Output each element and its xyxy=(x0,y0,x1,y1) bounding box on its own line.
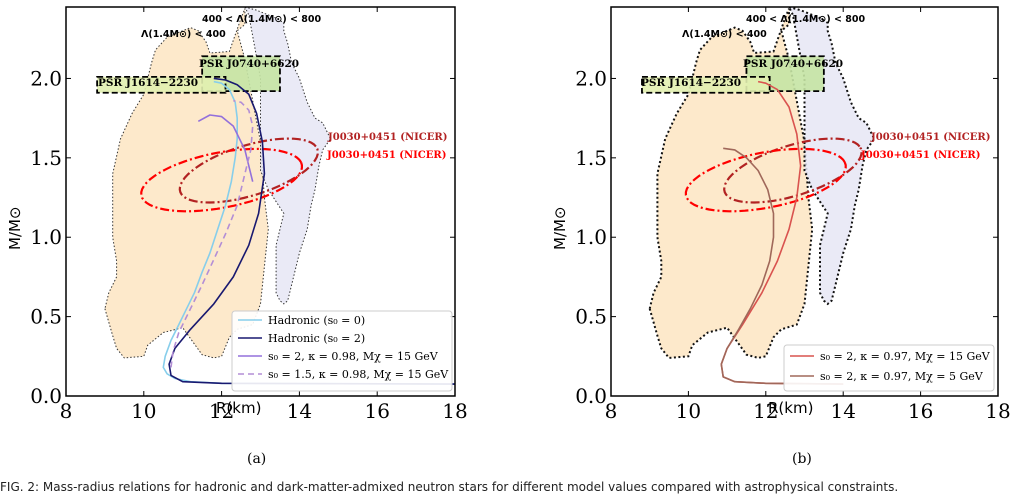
y-axis-title: M/M⊙ xyxy=(6,206,24,250)
legend: Hadronic (s₀ = 0) Hadronic (s₀ = 2) s₀ =… xyxy=(231,310,453,392)
x-tick-label: 12 xyxy=(753,399,778,423)
legend-box xyxy=(231,310,453,392)
axis-ticks: 8 10 12 14 16 18 0.0 0.5 1.0 1.5 2.0 xyxy=(575,7,1011,423)
mass-radius-curves xyxy=(162,77,455,385)
x-tick-label: 14 xyxy=(830,399,855,423)
x-tick-label: 16 xyxy=(908,399,933,423)
psr-label-j1614: PSR J1614−2230 xyxy=(641,77,741,89)
psr-constraints xyxy=(96,55,281,94)
x-axis-title: R(km) xyxy=(216,399,261,417)
plot-frame xyxy=(65,6,456,397)
psr-label-j0740: PSR J0740+6620 xyxy=(199,58,299,70)
y-tick-label: 0.0 xyxy=(575,384,607,408)
nicer-contour xyxy=(684,147,847,213)
panel-label-b: (b) xyxy=(792,451,812,467)
y-tick-label: 0.5 xyxy=(30,305,62,329)
nicer-contour xyxy=(178,137,320,204)
region-label-lambda-low: Λ(1.4M⊙) < 400 xyxy=(141,29,226,40)
x-tick-label: 16 xyxy=(364,399,389,423)
mass-radius-curve xyxy=(197,114,254,182)
psr-label-j1614: PSR J1614−2230 xyxy=(98,77,198,89)
y-tick-label: 0.0 xyxy=(30,384,62,408)
mass-radius-curves xyxy=(720,80,844,385)
panel-b: 8 10 12 14 16 18 0.0 0.5 1.0 1.5 2.0 Λ(1.4M⊙) < 40… xyxy=(551,6,1011,467)
mass-radius-curve xyxy=(168,77,455,385)
x-tick-label: 10 xyxy=(676,399,701,423)
nicer-label-2: J0030+0451 (NICER) xyxy=(326,150,446,161)
x-tick-label: 10 xyxy=(131,399,156,423)
legend-entry: Hadronic (s₀ = 2) xyxy=(268,332,365,345)
panel-a: 8 10 12 14 16 18 0.0 0.5 1.0 1.5 2.0 Λ(1.4M⊙) < 40… xyxy=(6,6,468,467)
nicer-label-1: J0030+0451 (NICER) xyxy=(327,132,447,143)
y-tick-label: 1.0 xyxy=(575,225,607,249)
nicer-contours xyxy=(684,137,863,213)
mass-radius-curve xyxy=(170,99,254,368)
x-tick-label: 18 xyxy=(442,399,467,423)
psr-label-j0740: PSR J0740+6620 xyxy=(743,58,843,70)
nicer-label-1: J0030+0451 (NICER) xyxy=(870,132,990,143)
y-tick-label: 0.5 xyxy=(575,305,607,329)
psr-box xyxy=(96,75,227,94)
x-tick-label: 8 xyxy=(605,399,618,423)
x-tick-label: 18 xyxy=(985,399,1010,423)
mass-radius-curve xyxy=(162,80,455,385)
y-tick-label: 2.0 xyxy=(30,66,62,90)
nicer-label-2: J0030+0451 (NICER) xyxy=(860,150,980,161)
region-label-lambda-mid: 400 < Λ(1.4M⊙) < 800 xyxy=(202,14,321,25)
y-tick-label: 1.5 xyxy=(575,146,607,170)
axis-ticks: 8 10 12 14 16 18 0.0 0.5 1.0 1.5 2.0 xyxy=(30,7,468,423)
legend-entry: Hadronic (s₀ = 0) xyxy=(268,314,365,327)
legend-entry: s₀ = 2, κ = 0.97, Mχ = 5 GeV xyxy=(820,370,984,383)
y-axis-title: M/M⊙ xyxy=(551,206,569,250)
nicer-contour xyxy=(723,137,863,204)
plot-frame xyxy=(610,6,999,397)
x-tick-label: 8 xyxy=(60,399,73,423)
psr-box xyxy=(745,55,825,93)
legend-entry: s₀ = 2, κ = 0.98, Mχ = 15 GeV xyxy=(268,350,439,363)
legend-entry: s₀ = 1.5, κ = 0.98, Mχ = 15 GeV xyxy=(268,368,449,381)
x-tick-label: 14 xyxy=(287,399,312,423)
mass-radius-curve xyxy=(720,147,844,385)
figure-caption: FIG. 2: Mass-radius relations for hadron… xyxy=(0,480,899,494)
legend: s₀ = 2, κ = 0.97, Mχ = 15 GeV s₀ = 2, κ … xyxy=(783,344,995,392)
y-tick-label: 1.5 xyxy=(30,146,62,170)
region-label-lambda-mid: 400 < Λ(1.4M⊙) < 800 xyxy=(746,14,865,25)
constraint-region xyxy=(104,8,269,359)
legend-entry: s₀ = 2, κ = 0.97, Mχ = 15 GeV xyxy=(820,350,991,363)
x-axis-title: R(km) xyxy=(768,399,813,417)
constraint-region xyxy=(648,8,814,359)
region-label-lambda-low: Λ(1.4M⊙) < 400 xyxy=(682,29,767,40)
psr-constraints xyxy=(641,55,825,94)
y-tick-label: 2.0 xyxy=(575,66,607,90)
x-tick-label: 12 xyxy=(209,399,234,423)
y-tick-label: 1.0 xyxy=(30,225,62,249)
panel-label-a: (a) xyxy=(247,451,266,467)
legend-box xyxy=(783,344,995,392)
